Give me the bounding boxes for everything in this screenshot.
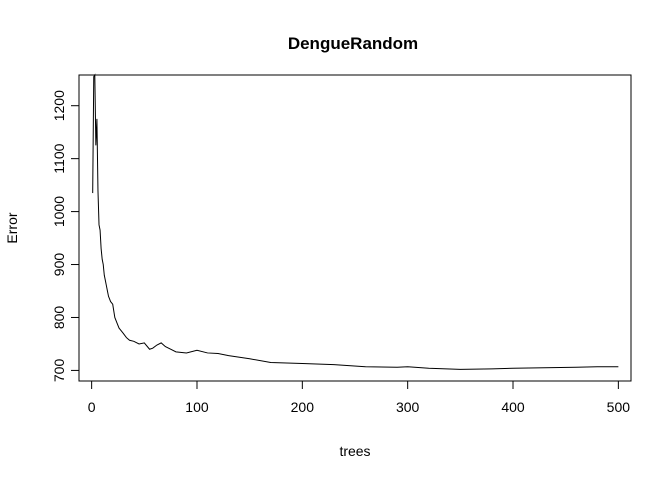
y-tick-label: 800 <box>51 306 67 330</box>
y-axis-label: Error <box>4 212 20 243</box>
y-tick-label: 700 <box>51 359 67 383</box>
x-tick-label: 400 <box>501 399 525 415</box>
y-tick-label: 1000 <box>51 196 67 227</box>
x-tick-label: 300 <box>396 399 420 415</box>
x-tick-label: 500 <box>607 399 631 415</box>
x-tick-label: 200 <box>291 399 315 415</box>
error-line <box>92 73 619 370</box>
x-tick-label: 0 <box>88 399 96 415</box>
y-tick-label: 1200 <box>51 90 67 121</box>
y-tick-label: 1100 <box>51 143 67 173</box>
y-tick-label: 900 <box>51 253 67 277</box>
x-axis-label: trees <box>339 443 370 459</box>
x-tick-label: 100 <box>185 399 209 415</box>
y-axis: 700 800 900 1000 1100 1200 <box>51 90 80 383</box>
chart-title: DengueRandom <box>288 34 418 53</box>
plot-frame <box>78 74 632 382</box>
x-axis: 0 100 200 300 400 500 <box>88 380 631 415</box>
